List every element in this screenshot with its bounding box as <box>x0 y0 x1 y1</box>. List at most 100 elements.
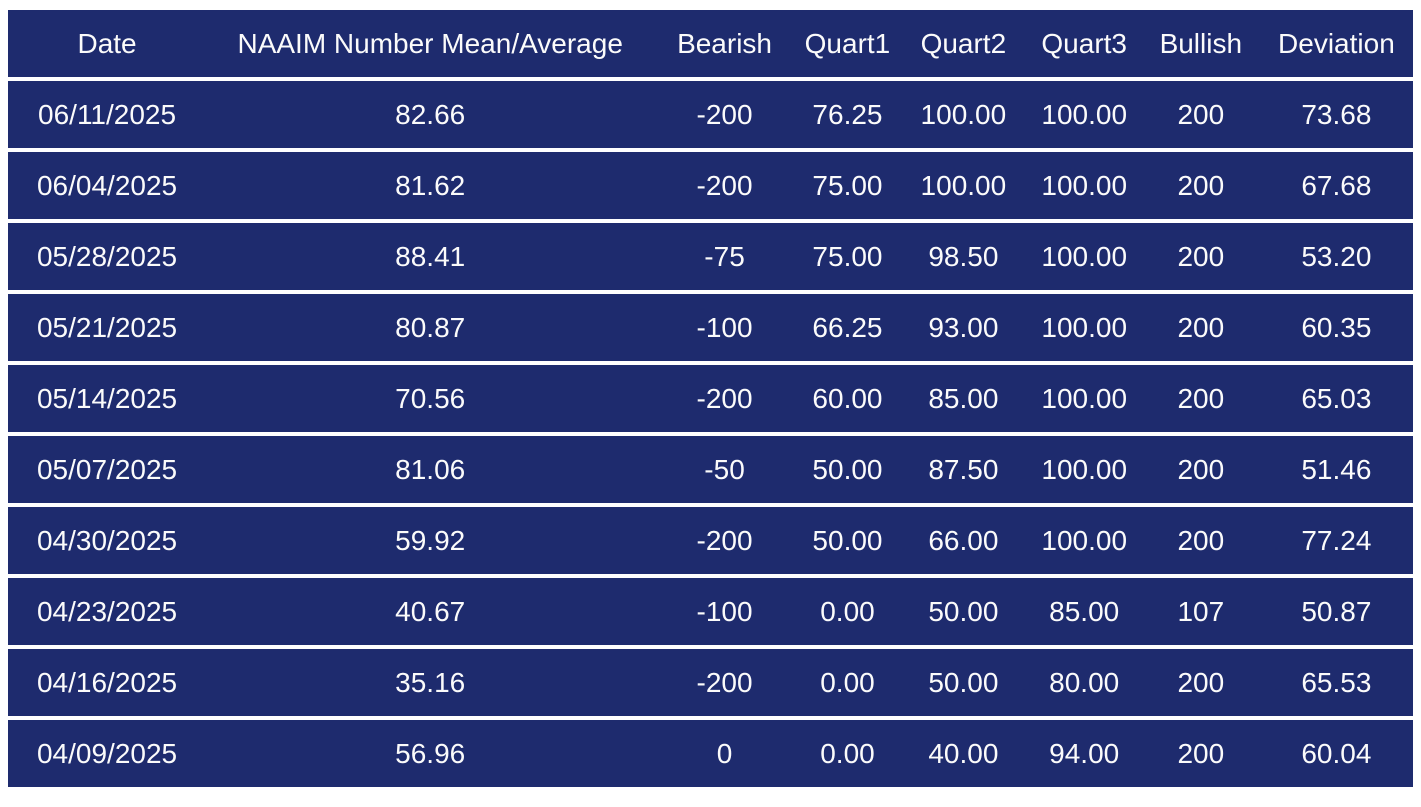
table-cell: 200 <box>1141 294 1260 361</box>
table-row: 05/07/2025 81.06 -50 50.00 87.50 100.00 200 51.… <box>8 436 1413 503</box>
table-cell: 65.03 <box>1259 365 1413 432</box>
table-cell: 04/09/2025 <box>8 720 207 787</box>
table-cell: 05/07/2025 <box>8 436 207 503</box>
column-header-quart3: Quart3 <box>1026 10 1142 77</box>
table-cell: 56.96 <box>206 720 655 787</box>
table-row: 05/21/2025 80.87 -100 66.25 93.00 100.00 200 60… <box>8 294 1413 361</box>
table-cell: 53.20 <box>1259 223 1413 290</box>
table-row: 04/16/2025 35.16 -200 0.00 50.00 80.00 200 65.5… <box>8 649 1413 716</box>
table-row: 04/30/2025 59.92 -200 50.00 66.00 100.00 200 77… <box>8 507 1413 574</box>
table-cell: 60.35 <box>1259 294 1413 361</box>
table-cell: 100.00 <box>1026 81 1142 148</box>
table-cell: 05/21/2025 <box>8 294 207 361</box>
table-cell: 50.00 <box>794 436 901 503</box>
table-cell: 100.00 <box>1026 507 1142 574</box>
table-cell: 100.00 <box>1026 294 1142 361</box>
table-cell: -200 <box>654 649 795 716</box>
column-header-deviation: Deviation <box>1259 10 1413 77</box>
table-cell: 05/14/2025 <box>8 365 207 432</box>
table-cell: 59.92 <box>206 507 655 574</box>
table-cell: 67.68 <box>1259 152 1413 219</box>
table-cell: 94.00 <box>1026 720 1142 787</box>
table-cell: 80.00 <box>1026 649 1142 716</box>
table-cell: 35.16 <box>206 649 655 716</box>
table-cell: 76.25 <box>794 81 901 148</box>
column-header-naaim-number-mean-average: NAAIM Number Mean/Average <box>206 10 655 77</box>
table-cell: 100.00 <box>1026 436 1142 503</box>
table-cell: 50.87 <box>1259 578 1413 645</box>
column-header-quart2: Quart2 <box>900 10 1027 77</box>
table-row: 05/28/2025 88.41 -75 75.00 98.50 100.00 200 53.… <box>8 223 1413 290</box>
table-cell: 05/28/2025 <box>8 223 207 290</box>
table-cell: 04/16/2025 <box>8 649 207 716</box>
table-row: 05/14/2025 70.56 -200 60.00 85.00 100.00 200 65… <box>8 365 1413 432</box>
header-row: Date NAAIM Number Mean/Average Bearish Quar… <box>8 10 1413 77</box>
table-body: 06/11/2025 82.66 -200 76.25 100.00 100.00 200 7… <box>8 81 1413 787</box>
table-cell: 04/23/2025 <box>8 578 207 645</box>
table-cell: 75.00 <box>794 152 901 219</box>
naaim-exposure-table: Date NAAIM Number Mean/Average Bearish Quar… <box>8 6 1413 791</box>
table-cell: 75.00 <box>794 223 901 290</box>
table-cell: 200 <box>1141 223 1260 290</box>
column-header-bearish: Bearish <box>654 10 795 77</box>
table-cell: 200 <box>1141 720 1260 787</box>
table-cell: 98.50 <box>900 223 1027 290</box>
table-cell: 04/30/2025 <box>8 507 207 574</box>
table-cell: 80.87 <box>206 294 655 361</box>
table-cell: 51.46 <box>1259 436 1413 503</box>
table-cell: 100.00 <box>1026 152 1142 219</box>
table-cell: 100.00 <box>1026 365 1142 432</box>
table-cell: -200 <box>654 152 795 219</box>
table-cell: 66.25 <box>794 294 901 361</box>
table-cell: 81.06 <box>206 436 655 503</box>
table-cell: 85.00 <box>1026 578 1142 645</box>
table-cell: 200 <box>1141 436 1260 503</box>
table-cell: 77.24 <box>1259 507 1413 574</box>
table-cell: 87.50 <box>900 436 1027 503</box>
table-cell: 100.00 <box>900 81 1027 148</box>
table-cell: 82.66 <box>206 81 655 148</box>
table-cell: 06/11/2025 <box>8 81 207 148</box>
table-cell: 60.04 <box>1259 720 1413 787</box>
table-cell: 40.67 <box>206 578 655 645</box>
table-cell: 100.00 <box>900 152 1027 219</box>
table-cell: 200 <box>1141 649 1260 716</box>
table-cell: 0.00 <box>794 578 901 645</box>
table-cell: 0.00 <box>794 720 901 787</box>
column-header-date: Date <box>8 10 207 77</box>
table-cell: 50.00 <box>794 507 901 574</box>
table-row: 04/23/2025 40.67 -100 0.00 50.00 85.00 107 50.8… <box>8 578 1413 645</box>
table-cell: 70.56 <box>206 365 655 432</box>
table-cell: -100 <box>654 578 795 645</box>
table-cell: 100.00 <box>1026 223 1142 290</box>
table-cell: 107 <box>1141 578 1260 645</box>
table-cell: 93.00 <box>900 294 1027 361</box>
table-cell: 0.00 <box>794 649 901 716</box>
table-cell: 200 <box>1141 152 1260 219</box>
table-cell: 50.00 <box>900 649 1027 716</box>
table-cell: 66.00 <box>900 507 1027 574</box>
table-row: 06/04/2025 81.62 -200 75.00 100.00 100.00 200 6… <box>8 152 1413 219</box>
table-cell: 200 <box>1141 365 1260 432</box>
table-cell: -200 <box>654 81 795 148</box>
column-header-quart1: Quart1 <box>794 10 901 77</box>
table-row: 04/09/2025 56.96 0 0.00 40.00 94.00 200 60.04 <box>8 720 1413 787</box>
table-cell: 65.53 <box>1259 649 1413 716</box>
table-cell: -75 <box>654 223 795 290</box>
table-cell: 88.41 <box>206 223 655 290</box>
table-cell: 60.00 <box>794 365 901 432</box>
table-cell: 0 <box>654 720 795 787</box>
table-cell: -50 <box>654 436 795 503</box>
table-row: 06/11/2025 82.66 -200 76.25 100.00 100.00 200 7… <box>8 81 1413 148</box>
table-cell: 200 <box>1141 81 1260 148</box>
table-cell: -200 <box>654 365 795 432</box>
table-cell: -100 <box>654 294 795 361</box>
table-cell: 200 <box>1141 507 1260 574</box>
table-cell: 85.00 <box>900 365 1027 432</box>
table-cell: 06/04/2025 <box>8 152 207 219</box>
column-header-bullish: Bullish <box>1141 10 1260 77</box>
table-cell: 73.68 <box>1259 81 1413 148</box>
table-cell: 81.62 <box>206 152 655 219</box>
table-cell: -200 <box>654 507 795 574</box>
